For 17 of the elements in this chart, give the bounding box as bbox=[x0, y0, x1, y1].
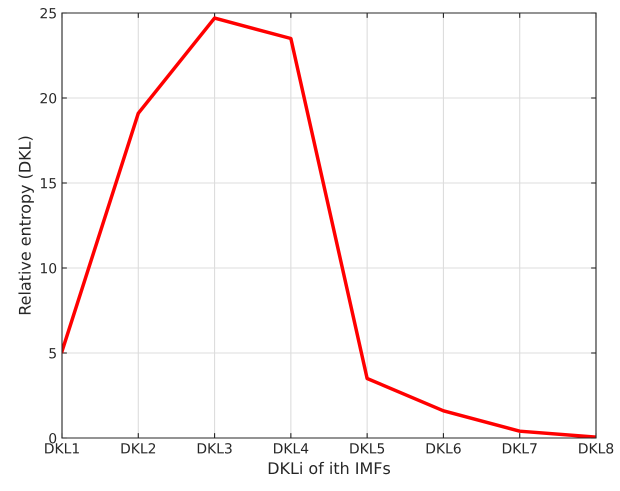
line-series bbox=[62, 16, 596, 438]
x-tick-label: DKL4 bbox=[274, 443, 308, 454]
x-axis-title: DKLi of ith IMFs bbox=[268, 462, 390, 474]
x-tick-label: DKL7 bbox=[502, 443, 537, 454]
x-tick-label: DKL1 bbox=[45, 443, 79, 454]
x-tick-label: DKL2 bbox=[121, 443, 156, 454]
y-tick-label: 0 bbox=[49, 432, 56, 444]
y-tick-label: 5 bbox=[49, 348, 56, 358]
x-tick-label: DKL6 bbox=[426, 443, 461, 454]
y-tick-label: 15 bbox=[40, 178, 56, 188]
x-tick-label: DKL8 bbox=[579, 443, 614, 454]
y-tick-label: 10 bbox=[40, 262, 56, 274]
y-tick-label: 20 bbox=[40, 92, 56, 104]
y-axis-title: Relative entropy (DKL) bbox=[18, 136, 34, 314]
x-tick-label: DKL5 bbox=[350, 443, 384, 454]
x-tick-label: DKL3 bbox=[198, 443, 232, 454]
y-tick-label: 25 bbox=[40, 8, 56, 18]
